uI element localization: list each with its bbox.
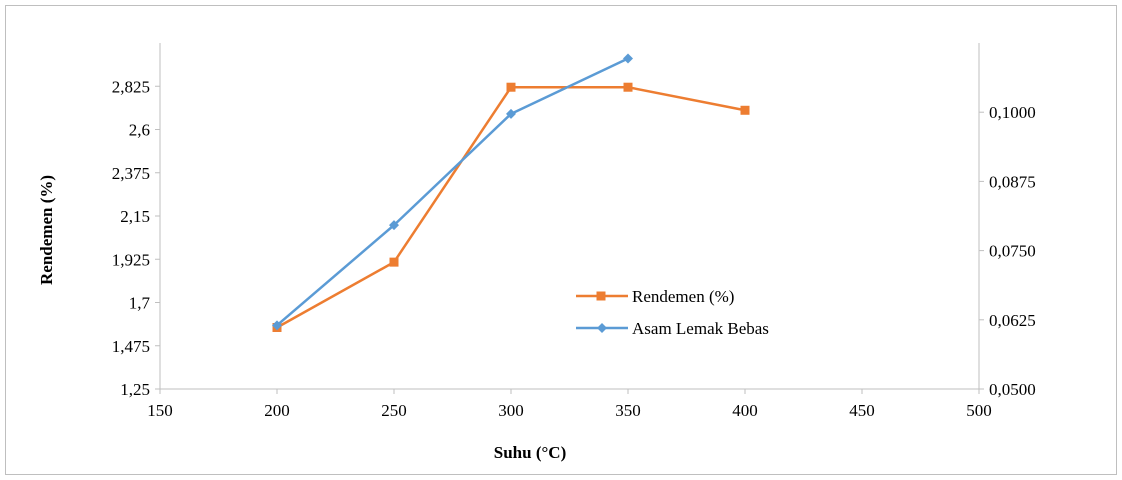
right-tick-label: 0,0500	[989, 380, 1036, 399]
right-tick-label: 0,1000	[989, 103, 1036, 122]
data-point-rendemen	[389, 257, 399, 267]
left-tick-label: 2,15	[120, 207, 150, 226]
left-tick-label: 1,25	[120, 380, 150, 399]
data-point-asam-lemak-bebas	[272, 320, 282, 331]
legend-label-rendemen: Rendemen (%)	[632, 287, 734, 306]
legend: Rendemen (%) Asam Lemak Bebas	[576, 287, 769, 338]
x-tick-label: 300	[498, 401, 524, 420]
right-tick-label: 0,0625	[989, 311, 1036, 330]
x-tick-label: 150	[147, 401, 173, 420]
data-point-rendemen	[740, 105, 750, 115]
x-tick-label: 450	[849, 401, 875, 420]
series-line-asam-lemak-bebas	[276, 57, 629, 327]
y-axis-title: Rendemen (%)	[37, 175, 56, 285]
data-point-asam-lemak-bebas	[506, 108, 516, 119]
left-tick-label: 1,475	[112, 337, 150, 356]
x-tick-label: 250	[381, 401, 407, 420]
legend-marker-asam-lemak-bebas	[597, 323, 607, 333]
left-tick-label: 1,925	[112, 250, 150, 269]
legend-label-asam-lemak-bebas: Asam Lemak Bebas	[632, 319, 769, 338]
data-point-rendemen	[506, 82, 516, 92]
legend-marker-rendemen	[596, 291, 606, 301]
left-tick-label: 2,375	[112, 164, 150, 183]
x-tick-label: 400	[732, 401, 758, 420]
x-tick-label: 350	[615, 401, 641, 420]
data-point-asam-lemak-bebas	[623, 53, 633, 64]
data-point-asam-lemak-bebas	[389, 220, 399, 231]
x-axis-title: Suhu (°C)	[494, 443, 566, 462]
left-tick-label: 2,6	[129, 121, 150, 140]
x-tick-label: 500	[966, 401, 992, 420]
data-point-rendemen	[623, 82, 633, 92]
right-tick-label: 0,0750	[989, 242, 1036, 261]
chart-frame	[5, 5, 1117, 475]
right-tick-label: 0,0875	[989, 172, 1036, 191]
left-tick-label: 2,825	[112, 77, 150, 96]
left-tick-label: 1,7	[129, 294, 151, 313]
x-tick-label: 200	[264, 401, 290, 420]
